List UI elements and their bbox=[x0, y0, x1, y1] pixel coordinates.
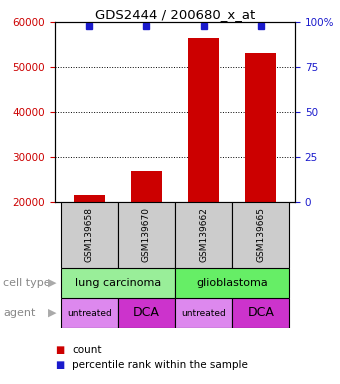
Text: GSM139658: GSM139658 bbox=[85, 207, 94, 263]
Text: untreated: untreated bbox=[67, 308, 112, 318]
Text: lung carcinoma: lung carcinoma bbox=[75, 278, 161, 288]
Bar bbox=[73, 195, 105, 202]
Bar bbox=[232, 298, 289, 328]
Bar bbox=[175, 298, 232, 328]
Bar bbox=[175, 268, 289, 298]
Text: agent: agent bbox=[3, 308, 36, 318]
Bar bbox=[175, 202, 232, 268]
Text: DCA: DCA bbox=[133, 306, 160, 319]
Text: percentile rank within the sample: percentile rank within the sample bbox=[72, 360, 248, 370]
Text: ■: ■ bbox=[55, 360, 64, 370]
Text: GSM139665: GSM139665 bbox=[256, 207, 265, 263]
Bar bbox=[232, 202, 289, 268]
Text: cell type: cell type bbox=[3, 278, 51, 288]
Bar bbox=[118, 298, 175, 328]
Bar bbox=[118, 202, 175, 268]
Text: DCA: DCA bbox=[247, 306, 274, 319]
Title: GDS2444 / 200680_x_at: GDS2444 / 200680_x_at bbox=[95, 8, 255, 21]
Text: GSM139670: GSM139670 bbox=[142, 207, 151, 263]
Bar bbox=[61, 298, 118, 328]
Bar bbox=[61, 202, 118, 268]
Text: count: count bbox=[72, 345, 102, 355]
Text: glioblastoma: glioblastoma bbox=[196, 278, 268, 288]
Bar bbox=[131, 170, 162, 202]
Text: ▶: ▶ bbox=[49, 278, 57, 288]
Text: untreated: untreated bbox=[181, 308, 226, 318]
Text: GSM139662: GSM139662 bbox=[199, 208, 208, 262]
Text: ▶: ▶ bbox=[49, 308, 57, 318]
Bar bbox=[245, 53, 276, 202]
Text: ■: ■ bbox=[55, 345, 64, 355]
Bar bbox=[188, 38, 219, 202]
Bar bbox=[61, 268, 175, 298]
